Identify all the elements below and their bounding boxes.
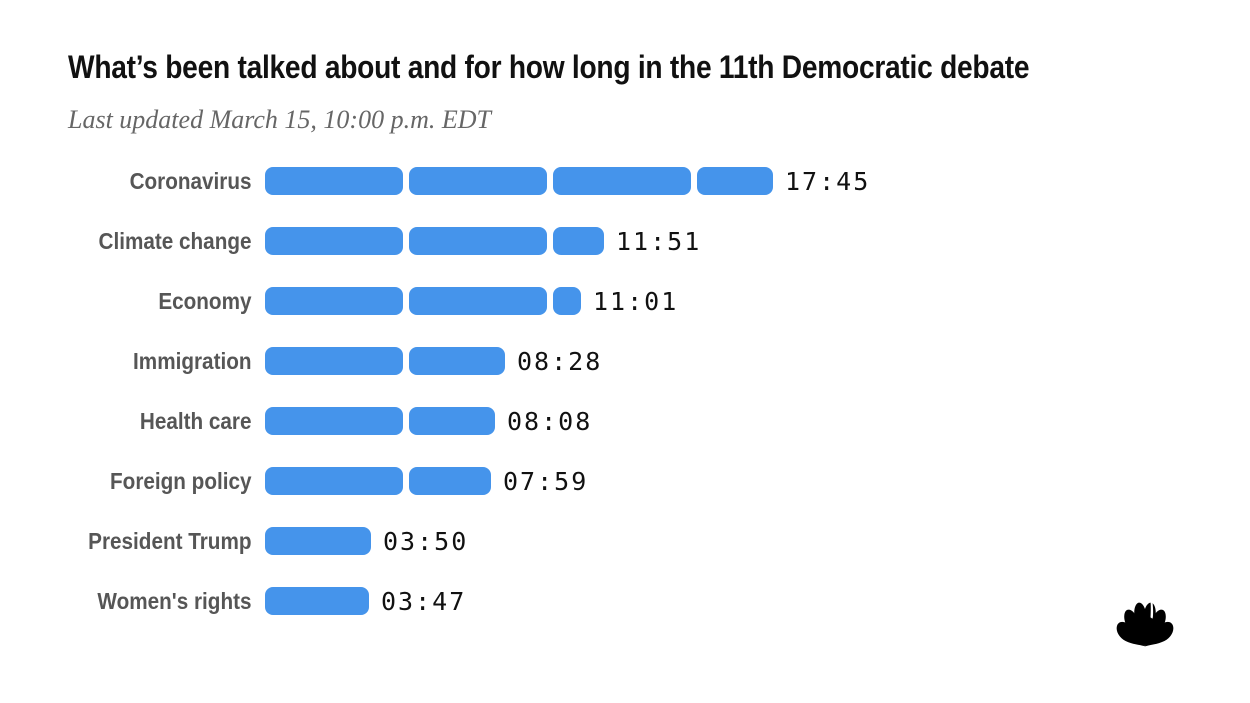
bar-chart: Coronavirus 17:45 Climate change 11:51 Econo… bbox=[65, 167, 1250, 616]
bar-segment bbox=[265, 407, 403, 436]
bar-group: 11:51 bbox=[265, 227, 701, 256]
value-label: 08:28 bbox=[517, 346, 603, 376]
bar-segment bbox=[409, 347, 505, 376]
chart-row: Economy 11:01 bbox=[65, 287, 1250, 316]
page-title: What’s been talked about and for how lon… bbox=[68, 49, 1030, 85]
value-label: 07:59 bbox=[503, 466, 589, 496]
category-label: Coronavirus bbox=[129, 167, 252, 194]
bar-group: 03:50 bbox=[265, 527, 468, 556]
bar-segment bbox=[265, 287, 403, 316]
value-label: 17:45 bbox=[785, 166, 871, 196]
bar-group: 08:28 bbox=[265, 347, 602, 376]
bar-segment bbox=[265, 467, 403, 496]
bar-segment bbox=[265, 167, 403, 196]
bar-group: 17:45 bbox=[265, 167, 870, 196]
nbc-peacock-logo bbox=[1114, 601, 1176, 648]
bar-segment bbox=[409, 227, 547, 256]
bar-segment bbox=[553, 227, 604, 256]
value-label: 11:01 bbox=[593, 286, 679, 316]
value-label: 08:08 bbox=[507, 406, 593, 436]
category-label: Immigration bbox=[133, 347, 252, 374]
category-label: President Trump bbox=[88, 527, 252, 554]
bar-segment bbox=[265, 227, 403, 256]
category-label: Women's rights bbox=[97, 587, 252, 614]
bar-segment bbox=[265, 527, 371, 556]
bar-segment bbox=[409, 467, 491, 496]
chart-row: Foreign policy 07:59 bbox=[65, 467, 1250, 496]
category-label: Economy bbox=[158, 287, 252, 314]
chart-row: Women's rights 03:47 bbox=[65, 587, 1250, 616]
last-updated-note: Last updated March 15, 10:00 p.m. EDT bbox=[68, 105, 491, 135]
bar-segment bbox=[409, 287, 547, 316]
bar-group: 11:01 bbox=[265, 287, 678, 316]
category-label: Health care bbox=[139, 407, 252, 434]
chart-row: President Trump 03:50 bbox=[65, 527, 1250, 556]
value-label: 03:47 bbox=[381, 586, 467, 616]
chart-header: What’s been talked about and for how lon… bbox=[0, 0, 1250, 135]
bar-segment bbox=[697, 167, 773, 196]
bar-group: 03:47 bbox=[265, 587, 466, 616]
nbc-peacock-icon bbox=[1116, 601, 1174, 647]
value-label: 03:50 bbox=[383, 526, 469, 556]
bar-segment bbox=[409, 407, 495, 436]
bar-group: 08:08 bbox=[265, 407, 592, 436]
bar-segment bbox=[553, 287, 581, 316]
bar-group: 07:59 bbox=[265, 467, 588, 496]
bar-segment bbox=[265, 347, 403, 376]
value-label: 11:51 bbox=[616, 226, 702, 256]
chart-row: Health care 08:08 bbox=[65, 407, 1250, 436]
category-label: Climate change bbox=[98, 227, 252, 254]
category-label: Foreign policy bbox=[110, 467, 252, 494]
bar-segment bbox=[553, 167, 691, 196]
bar-segment bbox=[409, 167, 547, 196]
bar-segment bbox=[265, 587, 369, 616]
chart-row: Immigration 08:28 bbox=[65, 347, 1250, 376]
chart-row: Coronavirus 17:45 bbox=[65, 167, 1250, 196]
chart-row: Climate change 11:51 bbox=[65, 227, 1250, 256]
